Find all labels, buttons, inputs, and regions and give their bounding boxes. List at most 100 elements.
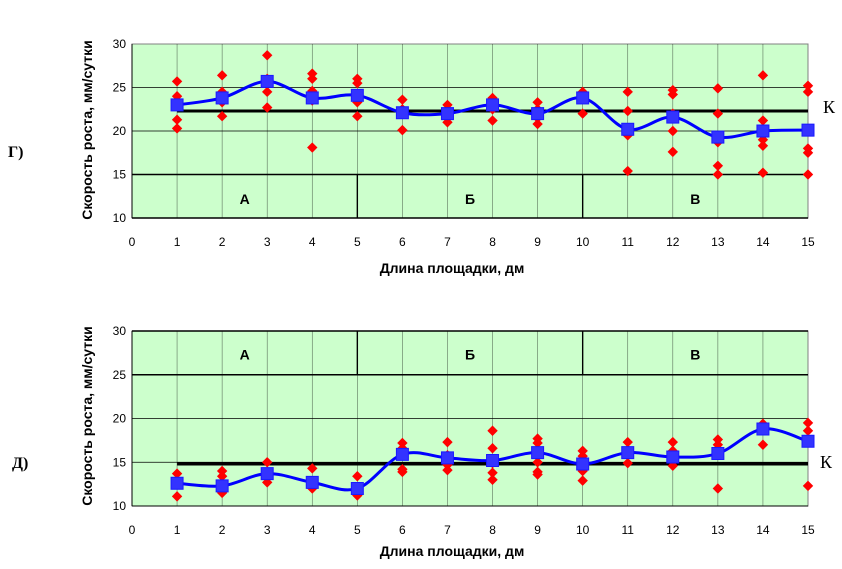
mean-marker <box>621 446 635 460</box>
y-tick-label: 10 <box>113 211 127 225</box>
observation-point <box>802 169 814 180</box>
mean-marker <box>531 446 545 460</box>
zone-label: А <box>240 191 250 207</box>
x-tick-label: 13 <box>711 523 725 537</box>
x-tick-label: 10 <box>576 235 590 249</box>
observation-point <box>397 466 408 478</box>
observation-point <box>216 465 228 477</box>
mean-marker <box>395 106 409 120</box>
observation-point <box>667 146 678 158</box>
observation-point <box>622 436 633 448</box>
y-tick-label: 15 <box>113 455 127 469</box>
mean-marker <box>486 98 500 112</box>
x-tick-label: 2 <box>219 523 226 537</box>
mean-marker <box>576 91 590 105</box>
observation-point <box>802 417 814 429</box>
panel-letter: Д) <box>12 455 28 472</box>
reference-label: К <box>823 97 836 117</box>
observation-point <box>622 105 633 117</box>
observation-point <box>442 464 453 476</box>
observation-point <box>397 437 408 449</box>
observation-point <box>577 475 588 486</box>
observation-point <box>757 167 769 178</box>
observation-point <box>802 147 814 158</box>
observation-point <box>712 108 724 119</box>
chart-panel-d: А Б В0 1 2 3 4 5 6 7 8 9 10 11 12 13 14 151015202530Длина… <box>12 324 833 559</box>
y-tick-label: 20 <box>113 412 127 426</box>
observation-point <box>802 480 814 492</box>
observation-point <box>487 474 498 485</box>
observation-point <box>667 125 678 137</box>
chart-panel-g: А Б В0 1 2 3 4 5 6 7 8 9 10 11 12 13 14 151015202530Длина… <box>8 37 836 276</box>
mean-marker <box>215 479 229 493</box>
mean-marker <box>621 122 635 136</box>
observation-point <box>667 89 678 100</box>
zone-label: Б <box>465 347 475 363</box>
mean-marker <box>576 457 590 471</box>
x-tick-label: 4 <box>309 523 316 537</box>
x-axis-title: Длина площадки, дм <box>380 543 525 559</box>
mean-marker <box>711 447 725 460</box>
x-tick-label: 11 <box>621 235 634 249</box>
y-tick-label: 20 <box>113 124 127 138</box>
x-tick-label: 6 <box>399 235 406 249</box>
panel-letter: Г) <box>8 144 24 161</box>
mean-marker <box>440 107 454 121</box>
mean-marker <box>711 130 725 144</box>
x-tick-label: 3 <box>264 235 271 249</box>
x-tick-label: 15 <box>801 235 815 249</box>
x-tick-label: 12 <box>666 523 680 537</box>
x-tick-label: 14 <box>756 235 770 249</box>
observation-point <box>667 436 678 448</box>
y-axis-title: Скорость роста, мм/сутки <box>79 40 95 219</box>
observation-point <box>216 487 228 499</box>
mean-marker <box>350 88 364 102</box>
mean-marker <box>666 450 680 464</box>
mean-marker <box>305 475 319 489</box>
x-tick-label: 2 <box>219 235 226 249</box>
observation-point <box>171 114 183 125</box>
observation-point <box>171 76 183 87</box>
mean-marker <box>350 482 364 495</box>
observation-point <box>487 115 498 126</box>
observation-point <box>712 483 724 494</box>
mean-marker <box>305 91 319 105</box>
zone-label: А <box>240 347 250 363</box>
observation-point <box>757 70 769 81</box>
observation-point <box>352 111 363 122</box>
observation-point <box>532 469 543 480</box>
x-tick-label: 1 <box>174 235 181 249</box>
y-tick-label: 25 <box>113 368 127 382</box>
observation-point <box>397 94 408 105</box>
observation-point <box>487 443 498 454</box>
observation-point <box>397 124 408 136</box>
observation-point <box>577 445 588 457</box>
observation-point <box>532 437 543 449</box>
y-tick-label: 15 <box>113 168 127 182</box>
x-tick-label: 13 <box>711 235 725 249</box>
x-tick-label: 6 <box>399 523 406 537</box>
observation-point <box>532 118 543 130</box>
observation-point <box>802 86 814 98</box>
zone-label: В <box>690 347 700 363</box>
mean-marker <box>666 110 680 124</box>
observation-point <box>622 457 633 469</box>
x-tick-label: 5 <box>354 235 361 249</box>
x-tick-label: 1 <box>174 523 181 537</box>
mean-marker <box>531 107 545 121</box>
observation-point <box>216 111 228 122</box>
mean-marker <box>801 123 815 137</box>
mean-marker <box>486 454 500 467</box>
mean-marker <box>260 74 274 88</box>
x-tick-label: 7 <box>444 235 451 249</box>
observation-point <box>712 160 724 171</box>
observation-point <box>487 467 498 478</box>
x-tick-label: 15 <box>801 523 815 537</box>
mean-marker <box>170 476 184 490</box>
observation-point <box>622 86 633 98</box>
x-tick-label: 10 <box>576 523 590 537</box>
mean-marker <box>756 422 770 436</box>
mean-marker <box>440 451 454 465</box>
observation-point <box>712 434 724 445</box>
